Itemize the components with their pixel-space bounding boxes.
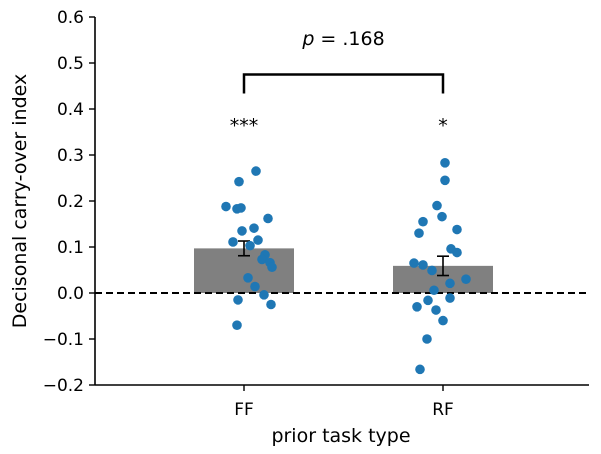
annotations-layer: p = .168 *** *	[230, 28, 448, 137]
data-point	[452, 247, 462, 258]
data-point	[418, 216, 428, 227]
y-tick-label: −0.2	[43, 376, 84, 396]
data-point	[427, 265, 437, 276]
data-point	[251, 166, 261, 176]
data-point	[409, 258, 419, 268]
y-tick-label: 0.2	[57, 192, 84, 212]
points-layer	[221, 158, 471, 375]
data-point	[250, 281, 260, 292]
data-point	[429, 285, 439, 296]
data-point	[266, 299, 276, 310]
data-point	[452, 224, 462, 235]
data-point	[437, 211, 447, 222]
data-point	[237, 226, 247, 236]
significance-marker-rf: *	[438, 115, 448, 137]
comparison-bracket	[242, 73, 445, 94]
data-point	[253, 235, 263, 245]
y-tick-label: 0.3	[57, 146, 84, 166]
data-point	[236, 203, 246, 213]
axes-layer: −0.2 −0.1 0.0 0.1 0.2 0.3 0.4 0.5 0.6 FF RF	[43, 8, 589, 420]
data-point	[249, 223, 259, 233]
y-tick-label: 0.4	[57, 100, 84, 120]
data-point	[257, 254, 267, 265]
error-bars-layer	[238, 240, 449, 277]
data-point	[432, 200, 442, 211]
p-value-annotation: p = .168	[301, 28, 384, 50]
data-point	[412, 302, 422, 312]
data-point	[438, 315, 448, 326]
data-point	[233, 295, 243, 305]
y-tick-label: 0.0	[57, 284, 84, 304]
y-tick-label: 0.6	[57, 8, 84, 28]
data-point	[228, 237, 238, 247]
data-point	[440, 175, 450, 186]
p-value-text: = .168	[314, 28, 384, 50]
data-point	[445, 278, 455, 289]
data-point	[263, 213, 273, 224]
y-tick-label: −0.1	[43, 330, 84, 350]
data-point	[422, 334, 432, 344]
data-point	[445, 293, 455, 303]
data-point	[440, 158, 450, 168]
data-point	[245, 240, 255, 251]
y-tick-label: 0.1	[57, 238, 84, 258]
data-point	[259, 290, 269, 300]
y-axis-label: Decisonal carry-over index	[9, 74, 31, 328]
error-bar-rf	[437, 255, 449, 277]
x-axis-label: prior task type	[271, 425, 410, 447]
data-point	[418, 260, 428, 270]
data-point	[431, 305, 441, 315]
data-point	[234, 176, 244, 187]
data-point	[232, 320, 242, 331]
data-point	[461, 274, 471, 285]
data-point	[415, 364, 425, 375]
y-tick-label: 0.5	[57, 54, 84, 74]
significance-marker-ff: ***	[230, 115, 259, 137]
x-tick-label-rf: RF	[432, 400, 454, 420]
data-point	[243, 273, 253, 283]
p-symbol: p	[301, 28, 314, 50]
data-point	[414, 228, 424, 238]
x-tick-label-ff: FF	[234, 400, 254, 420]
data-point	[267, 262, 277, 273]
error-bar-ff	[238, 240, 250, 257]
data-point	[221, 201, 231, 212]
data-point	[423, 295, 433, 306]
